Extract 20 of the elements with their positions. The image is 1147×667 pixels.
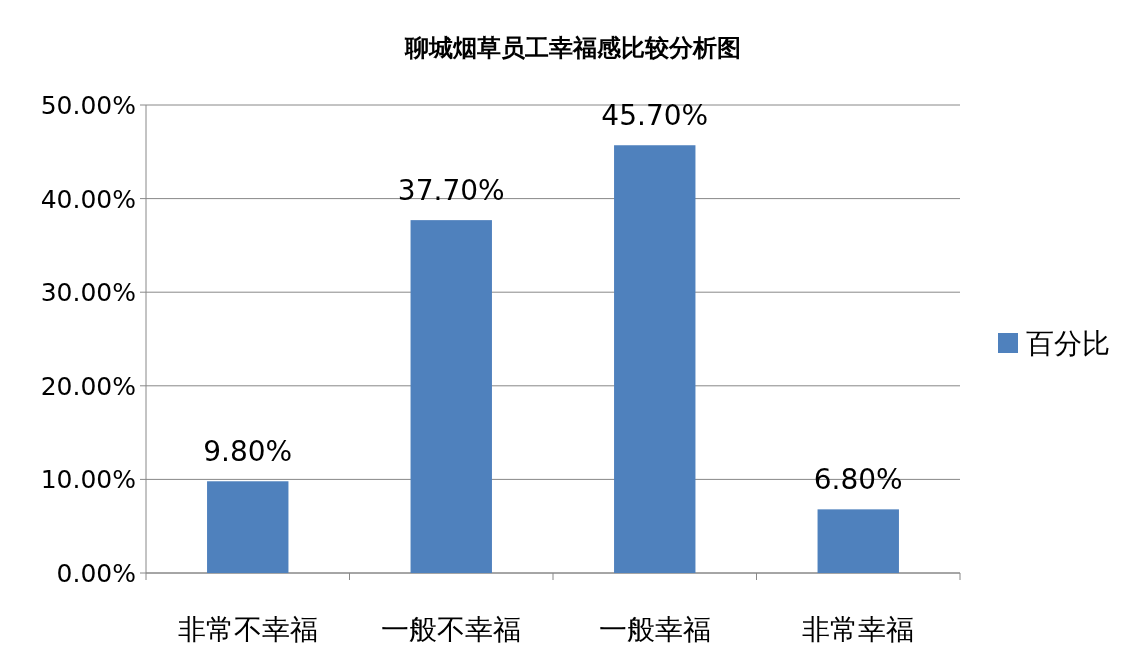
- x-tick-label: 一般幸福: [598, 613, 711, 646]
- data-label: 9.80%: [203, 435, 293, 469]
- y-tick-label: 50.00%: [40, 91, 136, 120]
- x-tick-label: 一般不幸福: [381, 613, 522, 646]
- y-tick-label: 40.00%: [40, 184, 136, 214]
- bar: [614, 145, 696, 573]
- legend-label: 百分比: [1026, 327, 1110, 360]
- chart-title: 聊城烟草员工幸福感比较分析图: [404, 34, 741, 62]
- y-tick-label: 30.00%: [40, 278, 136, 308]
- data-label: 6.80%: [813, 463, 903, 497]
- x-tick-label: 非常幸福: [802, 613, 915, 646]
- bar: [817, 509, 899, 573]
- data-label: 37.70%: [397, 174, 505, 208]
- y-tick-label: 0.00%: [56, 559, 136, 588]
- data-label: 45.70%: [601, 99, 709, 133]
- y-tick-label: 20.00%: [40, 371, 136, 401]
- x-tick-label: 非常不幸福: [177, 613, 318, 646]
- bar: [207, 481, 289, 573]
- y-tick-label: 10.00%: [40, 465, 136, 495]
- bar: [410, 220, 492, 573]
